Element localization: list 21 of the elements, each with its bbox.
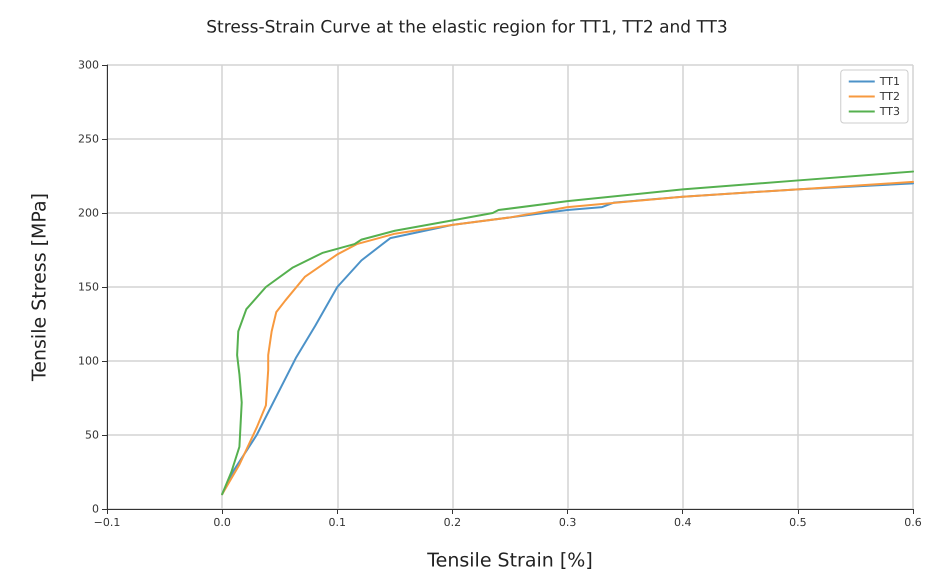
y-tick-label: 100 — [78, 354, 99, 368]
x-tick-label: 0.1 — [328, 516, 346, 529]
legend-label: TT1 — [878, 75, 900, 88]
x-tick-label: −0.1 — [94, 516, 120, 529]
legend-label: TT2 — [878, 90, 900, 103]
y-axis-title: Tensile Stress [MPa] — [28, 192, 50, 382]
x-tick-label: 0.0 — [213, 516, 231, 529]
x-tick-label: 0.3 — [558, 516, 576, 529]
x-tick-label: 0.5 — [789, 516, 807, 529]
y-tick-label: 50 — [85, 428, 99, 442]
legend-label: TT3 — [878, 105, 900, 118]
y-tick-label: 150 — [78, 280, 99, 294]
y-tick-label: 250 — [78, 132, 99, 146]
x-tick-label: 0.2 — [444, 516, 462, 529]
x-axis-title: Tensile Strain [%] — [426, 550, 593, 572]
y-tick-label: 300 — [78, 58, 99, 72]
x-tick-label: 0.4 — [674, 516, 692, 529]
x-tick-label: 0.6 — [904, 516, 922, 529]
chart-title: Stress-Strain Curve at the elastic region for TT1, TT2 and TT3 — [206, 18, 728, 38]
y-tick-label: 200 — [78, 206, 99, 220]
y-tick-label: 0 — [92, 502, 99, 516]
